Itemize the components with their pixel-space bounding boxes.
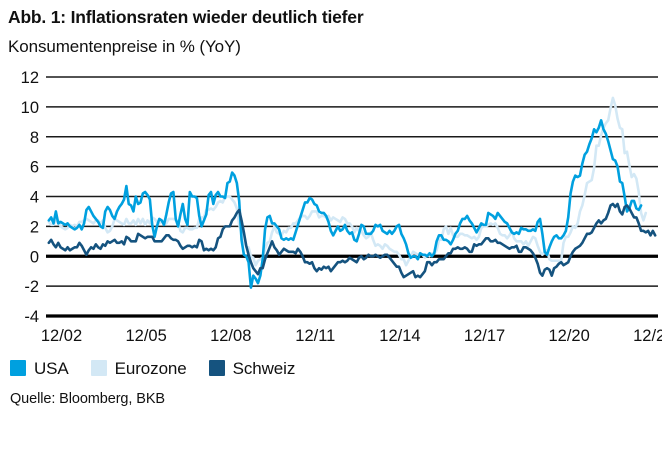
series-line-schweiz xyxy=(47,202,657,278)
y-tick-label: 8 xyxy=(30,128,39,146)
y-tick-label: 12 xyxy=(21,69,39,87)
x-tick-label: 12/14 xyxy=(379,327,420,345)
series-line-usa xyxy=(47,118,643,289)
legend-swatch-eurozone xyxy=(90,360,107,376)
x-tick-label: 12/11 xyxy=(295,327,335,345)
line-chart-svg: 12 10 8 6 4 2 0 -2 -412/02 12/05 12/08 12/11 12/14 12… xyxy=(21,69,662,345)
source-note: Quelle: Bloomberg, BKB xyxy=(10,390,165,407)
y-tick-label: -4 xyxy=(24,308,39,326)
x-tick-label: 12/17 xyxy=(464,327,505,345)
y-tick-label: 10 xyxy=(21,98,39,116)
y-tick-label: 2 xyxy=(30,218,39,236)
x-tick-label: 12/08 xyxy=(210,327,251,345)
x-tick-label: 12/20 xyxy=(549,327,590,345)
legend-item-usa[interactable]: USA xyxy=(10,360,69,377)
y-tick-label: 6 xyxy=(30,158,39,176)
legend-swatch-usa xyxy=(10,360,26,376)
chart-legend: USA Eurozone Schweiz xyxy=(8,360,662,377)
legend-label-usa: USA xyxy=(34,358,69,378)
series-line-eurozone xyxy=(47,96,648,267)
y-tick-label: 0 xyxy=(30,248,39,266)
x-tick-label: 12/05 xyxy=(125,327,166,345)
x-tick-label: 12/02 xyxy=(41,327,82,345)
x-tick-label: 12/23 xyxy=(633,327,662,345)
y-tick-label: -2 xyxy=(24,278,39,296)
series-group xyxy=(47,96,657,289)
legend-item-eurozone[interactable]: Eurozone xyxy=(90,358,187,378)
y-tick-label: 4 xyxy=(30,188,39,206)
legend-label-eurozone: Eurozone xyxy=(114,358,187,378)
legend-item-schweiz[interactable]: Schweiz xyxy=(208,358,296,378)
figure-title: Abb. 1: Inflationsraten wieder deutlich … xyxy=(8,7,364,27)
figure-subtitle: Konsumentenpreise in % (YoY) xyxy=(8,36,241,56)
chart-plot-area: 12 10 8 6 4 2 0 -2 -4 12/02 12/05 12/08 12/11 12/14 12… xyxy=(8,67,662,352)
legend-swatch-schweiz xyxy=(208,360,225,376)
legend-label-schweiz: Schweiz xyxy=(232,358,296,378)
